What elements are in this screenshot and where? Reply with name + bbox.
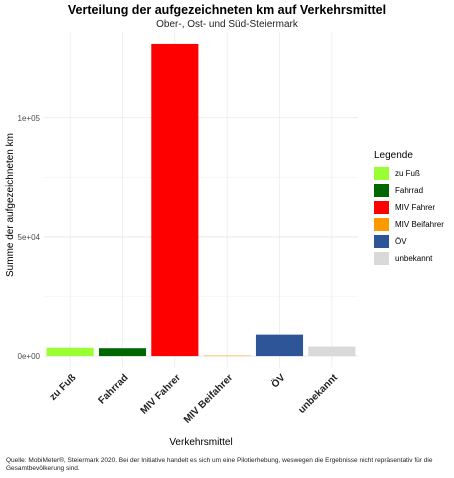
legend-label: MIV Beifahrer [395,220,444,229]
bars [46,43,356,357]
y-tick-label: 0e+00 [18,352,41,361]
legend-items: zu Fuß Fahrrad MIV Fahrer MIV Beifahrer ÖV un… [374,165,444,267]
chart-subtitle: Ober-, Ost- und Süd-Steiermark [156,19,298,30]
bar [46,347,94,357]
y-tick-label: 5e+04 [18,233,41,242]
legend-swatch [374,201,389,214]
y-axis-label: Summe der aufgezeichneten km [5,133,16,277]
x-tick-label: Fahrrad [97,372,131,406]
bar [203,355,251,357]
x-tick-label: unbekannt [296,372,340,416]
legend-label: unbekannt [395,254,433,263]
legend-label: zu Fuß [395,169,420,178]
legend-label: Fahrrad [395,186,424,195]
y-tick-label: 1e+05 [18,114,41,123]
legend-label: MIV Fahrer [395,203,436,212]
x-tick-label: MIV Beifahrer [182,372,235,425]
legend-swatch [374,167,389,180]
bar [308,346,356,357]
y-tick-labels: 0e+00 5e+04 1e+05 [18,114,41,361]
legend-item: unbekannt [374,250,444,267]
legend-title: Legende [374,150,413,161]
chart-title: Verteilung der aufgezeichneten km auf Ve… [67,3,387,17]
legend-item: ÖV [374,233,444,250]
bar [255,334,304,357]
legend-swatch [374,184,389,197]
legend-swatch [374,218,389,231]
legend-swatch [374,252,389,265]
x-tick-label: ÖV [268,371,288,391]
legend-label: ÖV [395,237,407,246]
x-tick-label: MIV Fahrer [139,372,183,416]
legend-item: MIV Fahrer [374,199,444,216]
bar [98,348,147,357]
source-caption: Quelle: MobiMeter®, Steiermark 2020. Bei… [6,457,433,472]
legend-item: Fahrrad [374,182,444,199]
legend-swatch [374,235,389,248]
legend-item: MIV Beifahrer [374,216,444,233]
legend-item: zu Fuß [374,165,444,182]
bar [151,43,199,357]
x-axis-label: Verkehrsmittel [169,437,232,448]
legend: Legende zu Fuß Fahrrad MIV Fahrer MIV Beifa… [374,150,444,267]
grid-lines [44,32,358,368]
x-tick-label: zu Fuß [48,372,79,403]
